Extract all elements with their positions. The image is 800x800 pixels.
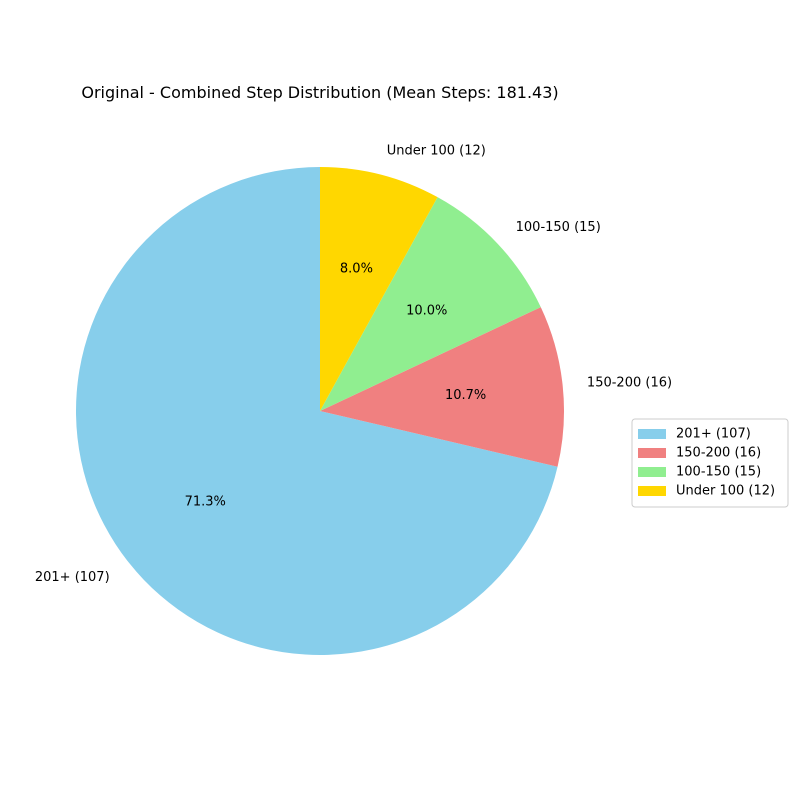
legend-swatch [638,429,666,439]
legend-label: Under 100 (12) [676,484,775,499]
legend-swatch [638,467,666,477]
slice-label: 150-200 (16) [587,375,672,390]
slice-label: Under 100 (12) [387,144,486,159]
slice-label: 100-150 (15) [516,220,601,235]
legend-box [631,418,789,508]
pie-slice [320,167,438,411]
pie-slice [75,167,558,655]
slice-labels: 201+ (107) 150-200 (16) 100-150 (15) Under … [35,144,672,586]
pie-slice [320,197,541,411]
pie-slices [75,167,564,655]
percent-label: 10.0% [406,303,447,318]
legend: 201+ (107) 150-200 (16) 100-150 (15) Under … [631,418,789,508]
legend-swatch [638,486,666,496]
percent-labels: 71.3% 10.7% 10.0% 8.0% [185,262,487,510]
percent-label: 8.0% [340,262,373,277]
slice-label: 201+ (107) [35,570,110,585]
chart-title: Original - Combined Step Distribution (M… [81,83,558,102]
percent-label: 71.3% [185,494,226,509]
legend-label: 100-150 (15) [676,465,761,480]
legend-label: 150-200 (16) [676,446,761,461]
legend-label: 201+ (107) [676,427,751,442]
legend-swatch [638,448,666,458]
percent-label: 10.7% [445,388,486,403]
pie-slice [320,307,564,467]
